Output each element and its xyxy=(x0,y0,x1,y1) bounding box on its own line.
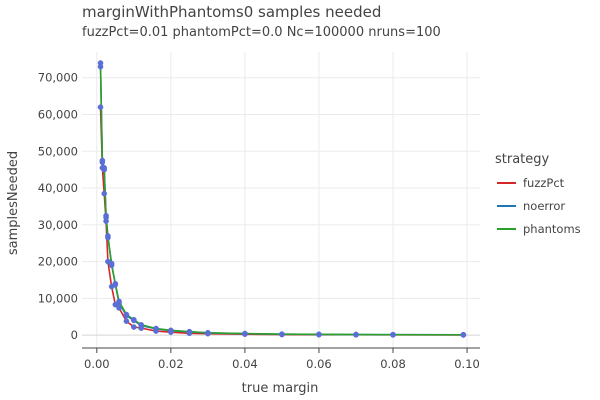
data-point-phantoms xyxy=(116,298,122,305)
data-point-fuzzPct xyxy=(97,104,104,110)
legend-label-phantoms: phantoms xyxy=(523,222,581,236)
series-line-fuzzPct xyxy=(99,107,464,336)
y-tick-label: 40,000 xyxy=(38,181,78,195)
x-tick-label: 0.00 xyxy=(84,357,110,371)
series-line-noerror xyxy=(99,66,464,336)
y-tick-label: 70,000 xyxy=(38,71,78,85)
legend-label-noerror: noerror xyxy=(523,199,565,213)
data-point-phantoms xyxy=(168,327,174,334)
data-point-phantoms xyxy=(99,159,106,166)
data-point-fuzzPct xyxy=(116,305,122,311)
data-point-phantoms xyxy=(108,262,115,269)
data-point-phantoms xyxy=(101,166,108,173)
y-axis-title: samplesNeeded xyxy=(6,151,21,255)
y-tick-label: 30,000 xyxy=(38,218,78,232)
data-point-phantoms xyxy=(242,330,248,337)
x-tick-label: 0.06 xyxy=(306,357,332,371)
data-point-fuzzPct xyxy=(131,324,137,330)
data-point-fuzzPct xyxy=(101,190,108,197)
data-point-phantoms xyxy=(97,60,104,66)
x-tick-label: 0.02 xyxy=(158,357,184,371)
y-tick-label: 20,000 xyxy=(38,255,78,269)
x-axis-title: true margin xyxy=(242,381,319,396)
y-tick-label: 0 xyxy=(71,328,78,342)
data-point-phantoms xyxy=(460,331,467,338)
data-point-fuzzPct xyxy=(123,318,130,324)
chart-title: marginWithPhantoms0 samples needed xyxy=(82,3,381,21)
y-tick-label: 60,000 xyxy=(38,108,78,122)
data-point-phantoms xyxy=(153,325,159,332)
data-point-phantoms xyxy=(103,214,109,221)
x-tick-label: 0.10 xyxy=(454,357,480,371)
data-point-phantoms xyxy=(316,331,322,338)
legend: strategy fuzzPct noerror phantoms xyxy=(495,152,581,236)
series-line-phantoms xyxy=(99,63,464,336)
legend-label-fuzzPct: fuzzPct xyxy=(523,176,565,190)
data-point-phantoms xyxy=(131,316,137,323)
y-tick-label: 10,000 xyxy=(38,291,78,305)
data-point-phantoms xyxy=(112,280,119,287)
data-point-phantoms xyxy=(123,311,130,318)
data-point-phantoms xyxy=(205,329,211,336)
data-point-phantoms xyxy=(105,233,111,239)
data-point-phantoms xyxy=(186,328,193,335)
axes: 0.00 0.02 0.04 0.06 0.08 0.10 0 10,000 20,000 30,… xyxy=(38,71,480,371)
y-tick-label: 50,000 xyxy=(38,144,78,158)
chart-subtitle: fuzzPct=0.01 phantomPct=0.0 Nc=100000 nr… xyxy=(82,25,441,40)
x-tick-label: 0.08 xyxy=(380,357,406,371)
data-point-phantoms xyxy=(279,331,285,337)
x-tick-label: 0.04 xyxy=(232,357,258,371)
legend-title: strategy xyxy=(495,152,550,167)
data-point-phantoms xyxy=(353,331,359,338)
data-point-phantoms xyxy=(138,322,145,328)
grid xyxy=(82,52,480,348)
series-layer xyxy=(97,60,467,338)
data-point-phantoms xyxy=(390,331,396,338)
